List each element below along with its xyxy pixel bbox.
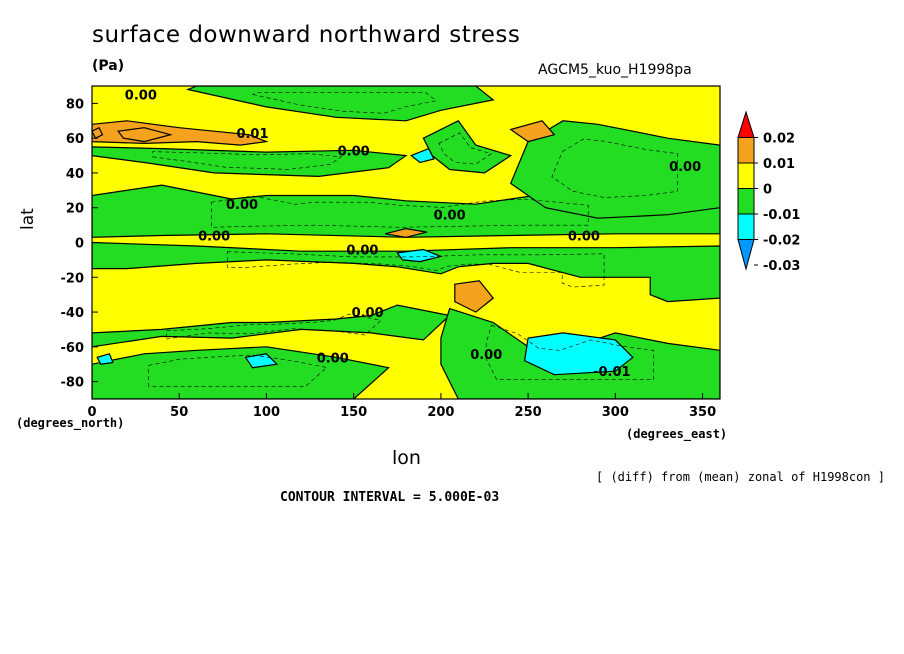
contour-region-green (92, 304, 451, 348)
y-tick-label: 80 (66, 97, 84, 112)
contour-label: 0.00 (346, 243, 378, 258)
contour-lines (148, 92, 678, 387)
colorbar-level-label: 0.01 (763, 157, 795, 172)
contour-label: 0.00 (338, 144, 370, 159)
colorbar-level-label: 0.02 (763, 132, 795, 147)
contour-region-green (422, 120, 513, 174)
colorbar-level-label: -0.03 (763, 259, 800, 274)
x-tick-label: 200 (427, 405, 454, 420)
chart-title: surface downward northward stress (92, 22, 521, 48)
x-axis-units: (degrees_east) (626, 427, 728, 441)
colorbar-level-label: -0.01 (763, 208, 800, 223)
run-label: AGCM5_kuo_H1998pa (538, 62, 692, 78)
contour-region-orange (92, 126, 104, 140)
x-tick-label: 50 (170, 405, 188, 420)
contour-line-dashed (148, 354, 328, 387)
diff-note: [ (diff) from (mean) zonal of H1998con ] (596, 470, 885, 484)
contour-label: 0.00 (568, 230, 600, 245)
y-tick-label: -60 (61, 341, 85, 356)
contour-label: 0.00 (352, 306, 384, 321)
colorbar-swatch-orange (737, 137, 755, 164)
y-tick-label: 40 (66, 167, 84, 182)
contour-region-cyan (396, 248, 443, 263)
contour-line-dashed (438, 132, 492, 165)
colorbar-level-label: 0 (763, 183, 772, 198)
y-tick-label: -80 (61, 376, 85, 391)
y-tick-label: 0 (75, 237, 84, 252)
contour-label: 0.00 (198, 230, 230, 245)
contour-region-orange (384, 227, 428, 238)
contour-labels: 0.00 0.01 0.00 0.00 0.00 0.00 0.00 0.00 0.00 0.00… (125, 89, 701, 380)
contour-label: 0.00 (317, 351, 349, 366)
contour-region-orange (509, 120, 556, 143)
contour-label: 0.00 (669, 160, 701, 175)
x-tick-label: 250 (515, 405, 542, 420)
contour-region-green (509, 120, 720, 219)
contour-line-dashed (211, 195, 589, 228)
contour-line-dashed (251, 92, 437, 114)
contour-label: 0.01 (236, 127, 268, 142)
contour-line-dashed (551, 138, 678, 198)
x-tick-label: 150 (340, 405, 367, 420)
contour-region-cyan (96, 353, 114, 365)
colorbar-swatch-cyan (737, 213, 755, 240)
contour-region-cyan (410, 147, 435, 164)
colorbar-top-triangle (737, 110, 755, 138)
units-label: (Pa) (92, 58, 125, 74)
x-tick-label: 350 (689, 405, 716, 420)
x-tick-label: 100 (253, 405, 280, 420)
contour-region-green (92, 241, 720, 303)
colorbar-swatch-green (737, 188, 755, 215)
contour-line-dashed (166, 313, 382, 340)
y-tick-label: 60 (66, 132, 84, 147)
x-tick-label: 300 (602, 405, 629, 420)
colorbar: 0.02 0.01 0 -0.01 -0.02 -0.03 (737, 110, 800, 274)
contour-fills (92, 86, 720, 399)
contour-region-cyan (523, 332, 634, 376)
contour-region-orange (117, 127, 173, 143)
y-tick-label: 20 (66, 202, 84, 217)
colorbar-level-label: -0.02 (763, 234, 800, 249)
contour-line-dashed (485, 324, 655, 380)
contour-line-dashed (227, 251, 605, 288)
y-ticks: -80 -60 -40 -20 0 20 40 60 80 (61, 97, 98, 391)
contour-region-green (92, 346, 390, 399)
y-tick-label: -40 (61, 306, 85, 321)
y-tick-label: -20 (61, 271, 85, 286)
contour-region-green (92, 146, 408, 178)
x-ticks: 0 50 100 150 200 250 300 350 (87, 393, 716, 420)
contour-label: -0.01 (593, 365, 630, 380)
colorbar-swatch-yellow (737, 162, 755, 189)
y-axis-units: (degrees_north) (16, 416, 125, 430)
contour-label: 0.00 (434, 209, 466, 224)
contour-label: 0.00 (125, 89, 157, 104)
colorbar-bottom-triangle (737, 239, 755, 271)
contour-line-dashed (152, 151, 342, 170)
contour-interval: CONTOUR INTERVAL = 5.000E-03 (280, 490, 500, 505)
contour-label: 0.00 (470, 348, 502, 363)
contour-region-orange (454, 280, 495, 313)
contour-region-green (185, 86, 495, 122)
contour-label: 0.00 (226, 198, 258, 213)
x-axis-label: lon (392, 447, 421, 469)
x-tick-label: 0 (87, 405, 96, 420)
